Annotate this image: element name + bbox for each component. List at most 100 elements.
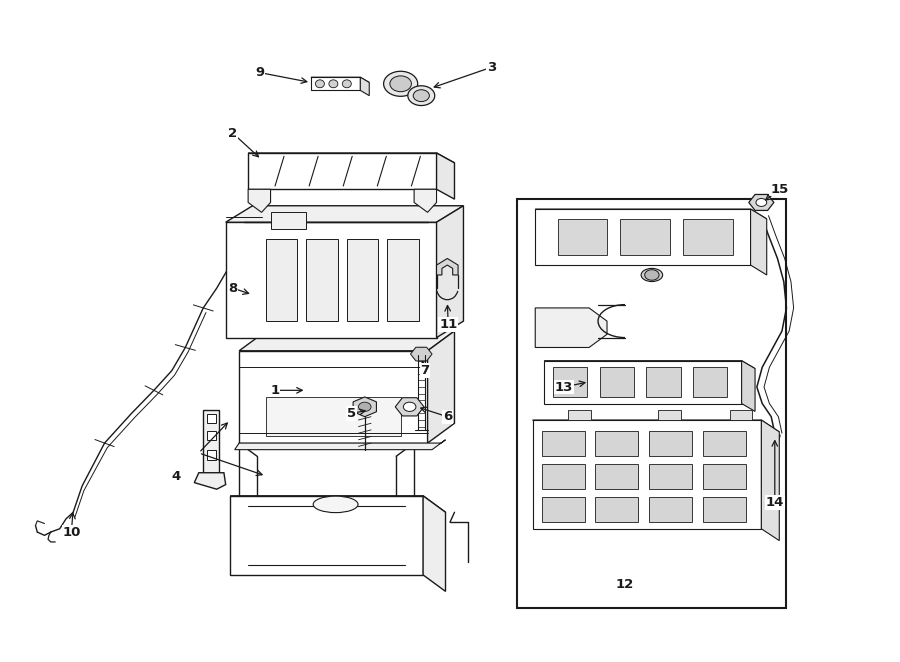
Polygon shape xyxy=(436,258,458,275)
Text: 13: 13 xyxy=(554,381,573,393)
Polygon shape xyxy=(410,348,432,361)
Text: 15: 15 xyxy=(771,183,789,196)
Circle shape xyxy=(412,348,430,361)
Polygon shape xyxy=(742,361,755,411)
Circle shape xyxy=(390,76,411,92)
Polygon shape xyxy=(360,77,369,95)
Bar xyxy=(649,464,692,489)
Polygon shape xyxy=(226,206,464,222)
Polygon shape xyxy=(536,308,607,348)
Bar xyxy=(620,219,670,255)
Polygon shape xyxy=(248,189,271,213)
Polygon shape xyxy=(544,361,742,404)
Bar xyxy=(595,431,638,456)
Text: 1: 1 xyxy=(271,384,280,397)
Polygon shape xyxy=(235,440,446,449)
Polygon shape xyxy=(194,473,226,489)
Polygon shape xyxy=(239,331,454,351)
Bar xyxy=(599,367,634,397)
Bar xyxy=(558,219,607,255)
Ellipse shape xyxy=(328,80,338,88)
Bar xyxy=(693,367,727,397)
Polygon shape xyxy=(436,206,464,338)
Polygon shape xyxy=(230,496,446,512)
Ellipse shape xyxy=(315,80,324,88)
Ellipse shape xyxy=(430,320,452,330)
Polygon shape xyxy=(310,77,360,91)
Bar xyxy=(266,397,400,436)
Polygon shape xyxy=(353,397,376,416)
Polygon shape xyxy=(533,420,761,529)
Circle shape xyxy=(434,319,448,330)
Bar xyxy=(271,213,306,229)
Polygon shape xyxy=(749,195,774,211)
Bar xyxy=(658,410,680,420)
Bar xyxy=(266,239,298,321)
Polygon shape xyxy=(395,398,424,416)
Text: 8: 8 xyxy=(229,281,238,295)
Polygon shape xyxy=(423,496,446,591)
Bar xyxy=(703,431,746,456)
Bar xyxy=(730,410,752,420)
Text: 10: 10 xyxy=(62,526,81,539)
Text: 12: 12 xyxy=(616,579,634,591)
Ellipse shape xyxy=(304,320,327,330)
Polygon shape xyxy=(248,153,436,189)
Bar xyxy=(203,410,220,473)
Bar xyxy=(703,464,746,489)
Text: 4: 4 xyxy=(172,469,181,483)
Bar xyxy=(703,497,746,522)
Ellipse shape xyxy=(408,86,435,105)
Polygon shape xyxy=(758,435,780,446)
Polygon shape xyxy=(230,496,423,575)
Bar xyxy=(239,351,428,443)
Bar xyxy=(595,497,638,522)
Text: 9: 9 xyxy=(256,66,265,79)
Bar xyxy=(595,464,638,489)
Bar xyxy=(683,219,733,255)
Polygon shape xyxy=(248,153,454,163)
Text: 3: 3 xyxy=(487,61,496,73)
Text: 5: 5 xyxy=(346,407,356,420)
Circle shape xyxy=(398,319,412,330)
Bar xyxy=(569,410,591,420)
Polygon shape xyxy=(428,331,454,443)
Polygon shape xyxy=(751,209,767,275)
Circle shape xyxy=(644,269,659,280)
Ellipse shape xyxy=(641,268,662,281)
Bar xyxy=(387,239,418,321)
Bar xyxy=(207,414,216,423)
Polygon shape xyxy=(544,361,755,369)
Text: 11: 11 xyxy=(439,318,457,331)
Circle shape xyxy=(403,402,416,411)
Polygon shape xyxy=(436,153,454,199)
Bar xyxy=(226,222,436,338)
Polygon shape xyxy=(536,209,751,265)
Polygon shape xyxy=(536,209,767,219)
Bar xyxy=(542,464,585,489)
Ellipse shape xyxy=(313,496,358,512)
Ellipse shape xyxy=(342,80,351,88)
Ellipse shape xyxy=(383,71,418,96)
Bar xyxy=(542,431,585,456)
Circle shape xyxy=(413,90,429,101)
Bar xyxy=(306,239,338,321)
Text: 2: 2 xyxy=(229,126,238,140)
Circle shape xyxy=(358,402,371,411)
Bar xyxy=(646,367,680,397)
Bar xyxy=(207,430,216,440)
Polygon shape xyxy=(310,77,369,83)
Ellipse shape xyxy=(349,320,372,330)
Circle shape xyxy=(756,199,767,207)
Polygon shape xyxy=(533,420,779,432)
Text: 6: 6 xyxy=(443,410,452,423)
Polygon shape xyxy=(761,420,779,541)
Polygon shape xyxy=(414,189,436,213)
Bar xyxy=(542,497,585,522)
Bar xyxy=(207,450,216,459)
Bar xyxy=(346,239,378,321)
Text: 7: 7 xyxy=(420,364,429,377)
Text: 14: 14 xyxy=(766,496,784,509)
Ellipse shape xyxy=(394,320,417,330)
Bar xyxy=(554,367,588,397)
